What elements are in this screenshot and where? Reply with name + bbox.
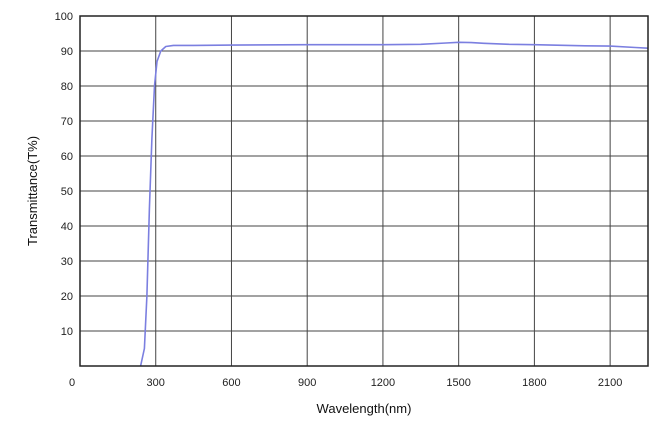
y-axis-title: Transmittance(T%) — [25, 136, 40, 246]
x-tick-labels: 0 300 600 900 1200 1500 1800 2100 — [69, 377, 622, 389]
y-tick-label: 30 — [61, 256, 73, 268]
y-tick-labels: 10 20 30 40 50 60 70 80 90 100 — [55, 11, 73, 338]
y-tick-label: 100 — [55, 11, 73, 23]
y-tick-label: 80 — [61, 81, 73, 93]
plot-frame — [79, 15, 649, 367]
x-tick-label: 1500 — [446, 377, 470, 389]
series-layer — [139, 41, 649, 367]
y-tick-label: 20 — [61, 291, 73, 303]
y-tick-label: 70 — [61, 116, 73, 128]
y-tick-label: 60 — [61, 151, 73, 163]
grid — [80, 16, 648, 366]
transmittance-line — [139, 41, 649, 367]
x-tick-label: 600 — [222, 377, 240, 389]
y-tick-label: 40 — [61, 221, 73, 233]
x-tick-label: 0 — [69, 377, 75, 389]
y-tick-label: 50 — [61, 186, 73, 198]
y-tick-label: 90 — [61, 46, 73, 58]
x-tick-label: 900 — [298, 377, 316, 389]
y-tick-label: 10 — [61, 326, 73, 338]
x-axis-title: Wavelength(nm) — [317, 401, 412, 416]
x-tick-label: 1200 — [371, 377, 395, 389]
x-tick-label: 1800 — [522, 377, 546, 389]
x-tick-label: 300 — [147, 377, 165, 389]
x-tick-label: 2100 — [598, 377, 622, 389]
